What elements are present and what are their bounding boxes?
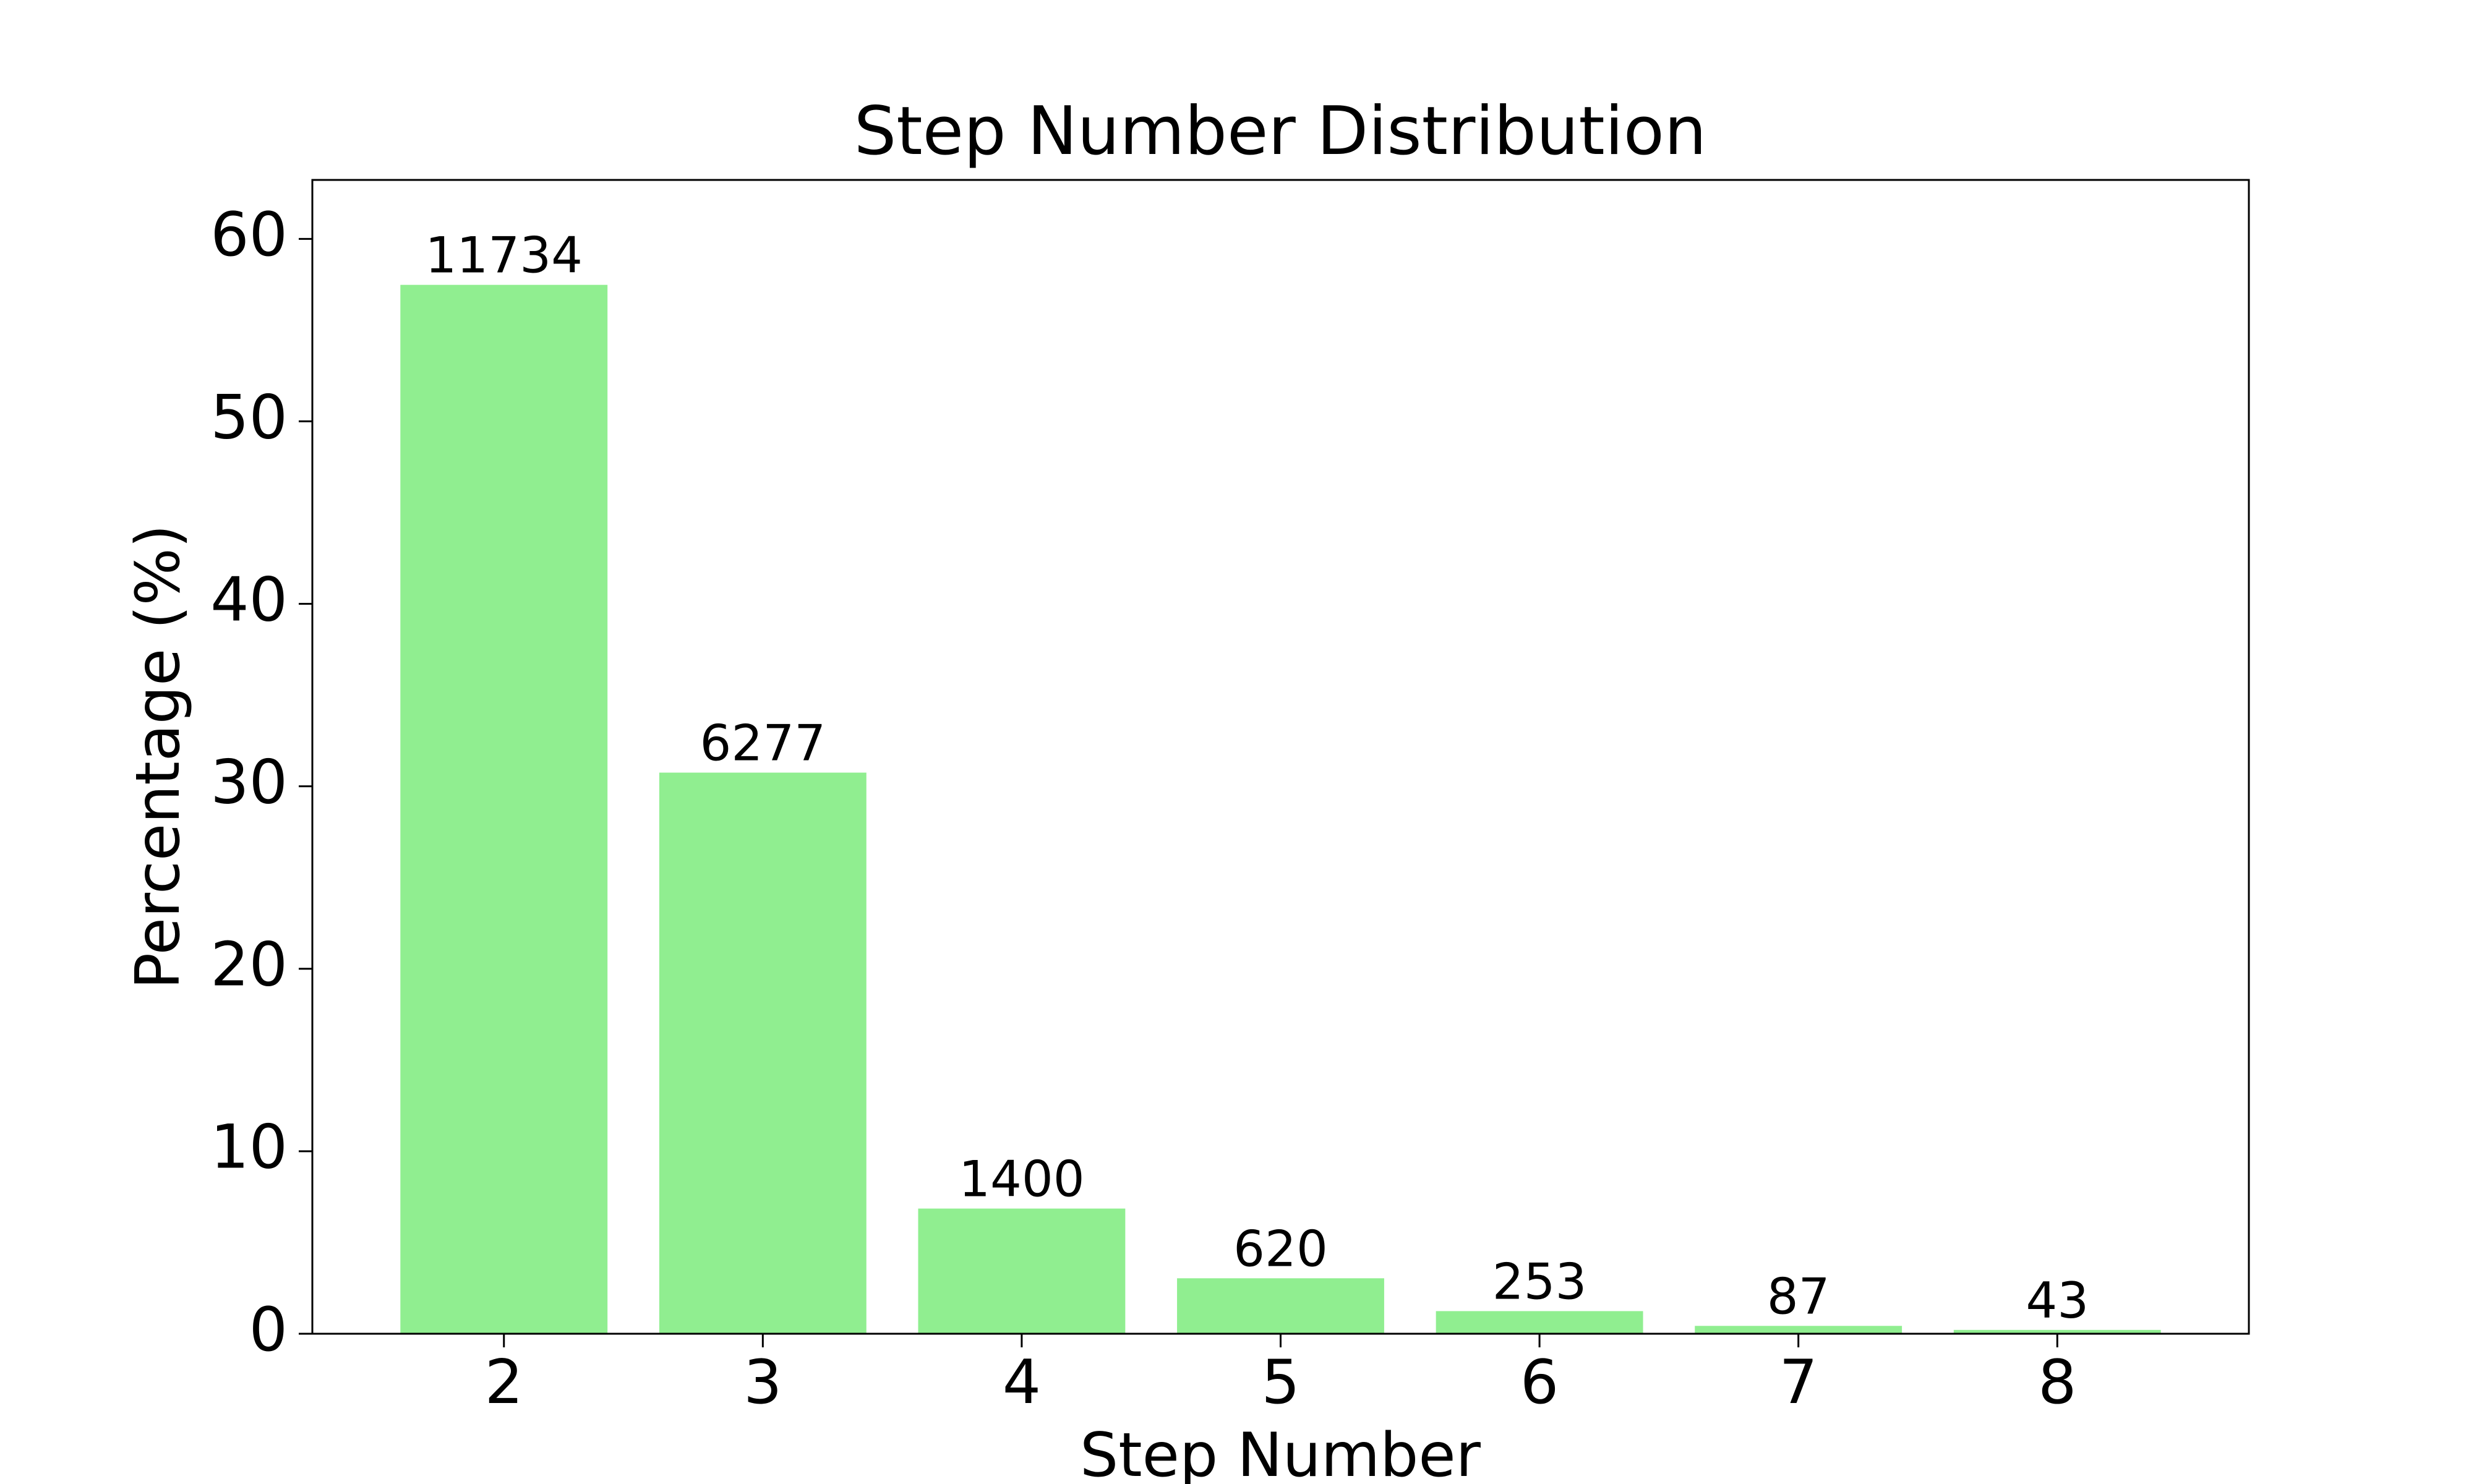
- y-tick-label: 30: [210, 748, 288, 818]
- y-tick-label: 50: [210, 382, 288, 453]
- bar-label: 1400: [959, 1151, 1085, 1208]
- y-tick-label: 40: [210, 565, 288, 635]
- y-axis-label: Percentage (%): [123, 524, 194, 989]
- bar: [659, 772, 867, 1334]
- chart-title: Step Number Distribution: [854, 93, 1706, 170]
- x-tick-label: 2: [485, 1347, 523, 1418]
- y-tick-label: 10: [210, 1112, 288, 1183]
- x-tick-label: 6: [1520, 1347, 1559, 1418]
- x-tick-label: 8: [2038, 1347, 2076, 1418]
- x-tick-label: 5: [1261, 1347, 1299, 1418]
- y-tick-label: 60: [210, 200, 288, 270]
- bar-label: 620: [1233, 1220, 1328, 1277]
- x-tick-label: 3: [743, 1347, 782, 1418]
- bar-label: 87: [1767, 1268, 1830, 1325]
- y-tick-label: 20: [210, 930, 288, 1000]
- bar: [1177, 1278, 1384, 1334]
- bar: [918, 1208, 1126, 1334]
- bar: [1436, 1311, 1643, 1334]
- plot-frame: [311, 179, 2250, 1335]
- bar-label: 253: [1492, 1253, 1587, 1310]
- bar-label: 6277: [700, 714, 826, 772]
- x-tick-label: 4: [1003, 1347, 1041, 1418]
- y-tick-label: 0: [249, 1295, 288, 1365]
- x-tick-label: 7: [1779, 1347, 1817, 1418]
- bar-label: 43: [2026, 1272, 2089, 1329]
- bar-label: 11734: [426, 227, 583, 284]
- x-axis-label: Step Number: [1080, 1420, 1481, 1484]
- bar: [400, 284, 608, 1334]
- bar: [1953, 1329, 2161, 1334]
- bar: [1695, 1326, 1903, 1334]
